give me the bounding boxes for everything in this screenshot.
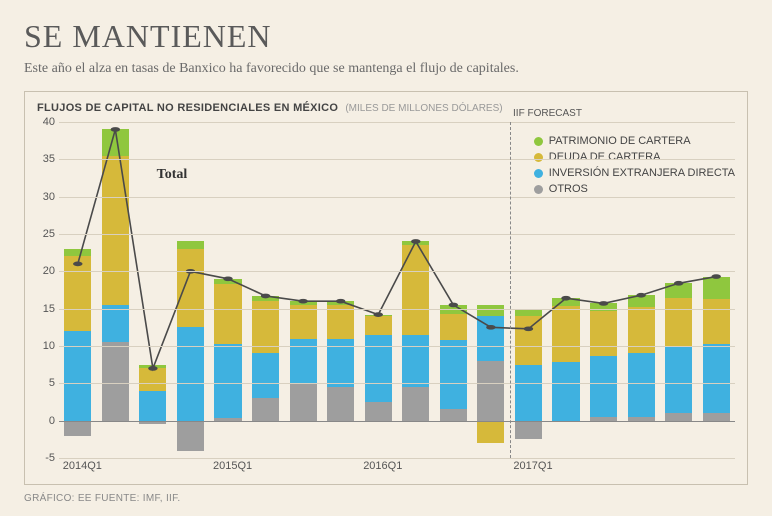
- total-point: [73, 262, 82, 267]
- total-point: [599, 301, 608, 306]
- grid-line: [59, 159, 735, 160]
- x-tick: 2016Q1: [363, 460, 402, 472]
- total-point: [524, 326, 533, 331]
- y-tick: 5: [49, 377, 55, 389]
- legend-item-deuda: DEUDA DE CARTERA: [534, 151, 735, 163]
- y-tick: 10: [43, 340, 55, 352]
- legend-item-ied: INVERSIÓN EXTRANJERA DIRECTA: [534, 167, 735, 179]
- total-point: [261, 294, 270, 299]
- zero-line: [59, 421, 735, 422]
- chart-title-unit: (MILES DE MILLONES DÓLARES): [345, 103, 502, 114]
- total-point: [711, 274, 720, 279]
- forecast-divider: [510, 122, 511, 458]
- total-point: [449, 303, 458, 308]
- legend-item-otros: OTROS: [534, 183, 735, 195]
- total-point: [148, 366, 157, 371]
- grid-line: [59, 271, 735, 272]
- chart-container: SE MANTIENEN Este año el alza en tasas d…: [0, 0, 772, 516]
- total-label: Total: [157, 167, 188, 183]
- y-tick: 30: [43, 191, 55, 203]
- total-point: [674, 281, 683, 286]
- x-tick: 2014Q1: [63, 460, 102, 472]
- grid-line: [59, 122, 735, 123]
- total-point: [486, 325, 495, 330]
- y-tick: 20: [43, 265, 55, 277]
- y-tick: 15: [43, 303, 55, 315]
- grid-line: [59, 234, 735, 235]
- legend: PATRIMONIO DE CARTERA DEUDA DE CARTERA INV…: [534, 135, 735, 199]
- grid-line: [59, 309, 735, 310]
- legend-label: INVERSIÓN EXTRANJERA DIRECTA: [549, 167, 735, 179]
- page-subtitle: Este año el alza en tasas de Banxico ha …: [24, 61, 748, 77]
- legend-dot-icon: [534, 185, 543, 194]
- y-tick: -5: [45, 452, 55, 464]
- chart-frame: FLUJOS DE CAPITAL NO RESIDENCIALES EN MÉ…: [24, 91, 748, 485]
- total-point: [111, 127, 120, 132]
- legend-label: OTROS: [549, 183, 588, 195]
- x-tick: 2017Q1: [513, 460, 552, 472]
- legend-dot-icon: [534, 153, 543, 162]
- legend-label: DEUDA DE CARTERA: [549, 151, 661, 163]
- grid-line: [59, 197, 735, 198]
- total-point: [336, 299, 345, 304]
- y-axis: -50510152025303540: [37, 122, 59, 458]
- page-title: SE MANTIENEN: [24, 18, 748, 55]
- total-point: [373, 312, 382, 317]
- legend-item-patrimonio: PATRIMONIO DE CARTERA: [534, 135, 735, 147]
- y-tick: 0: [49, 415, 55, 427]
- grid-line: [59, 383, 735, 384]
- chart-title: FLUJOS DE CAPITAL NO RESIDENCIALES EN MÉ…: [37, 102, 735, 114]
- legend-label: PATRIMONIO DE CARTERA: [549, 135, 691, 147]
- y-tick: 35: [43, 153, 55, 165]
- legend-dot-icon: [534, 137, 543, 146]
- total-point: [298, 299, 307, 304]
- plot: PATRIMONIO DE CARTERA DEUDA DE CARTERA INV…: [59, 122, 735, 458]
- x-tick: 2015Q1: [213, 460, 252, 472]
- source-line: GRÁFICO: EE FUENTE: IMF, IIF.: [24, 493, 748, 504]
- legend-dot-icon: [534, 169, 543, 178]
- x-axis: 2014Q1 2015Q1 2016Q1 2017Q1: [59, 458, 735, 476]
- forecast-label: IIF FORECAST: [513, 108, 582, 119]
- total-point: [636, 293, 645, 298]
- grid-line: [59, 346, 735, 347]
- total-point: [223, 276, 232, 281]
- total-point: [561, 296, 570, 301]
- y-tick: 40: [43, 116, 55, 128]
- plot-area: -50510152025303540 PATRIMONIO DE CARTERA…: [37, 122, 735, 458]
- chart-title-bold: FLUJOS DE CAPITAL NO RESIDENCIALES EN MÉ…: [37, 102, 338, 114]
- total-point: [411, 239, 420, 244]
- y-tick: 25: [43, 228, 55, 240]
